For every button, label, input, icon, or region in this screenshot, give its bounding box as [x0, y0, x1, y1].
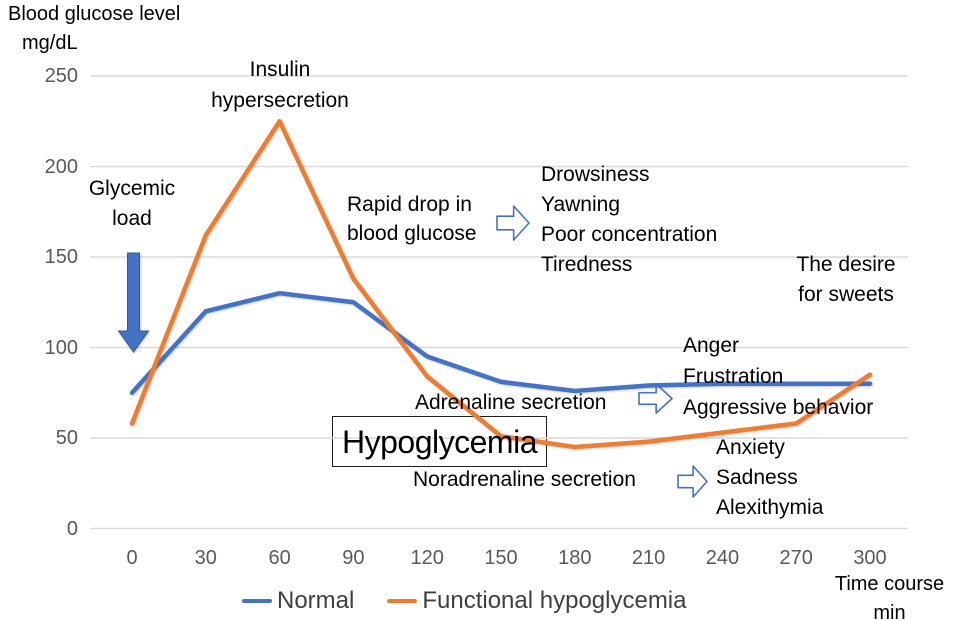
annotation-adrenaline-secretion: Adrenaline secretion — [415, 391, 607, 414]
y-axis-title-line2: mg/dL — [22, 32, 78, 54]
y-tick-label: 200 — [44, 155, 78, 178]
annotation-line: Glycemic — [88, 177, 176, 200]
x-tick-label: 0 — [126, 547, 138, 569]
rapid-drop-right-arrow-icon — [496, 205, 530, 241]
legend-item-normal: Normal — [242, 587, 354, 615]
annotation-noradrenaline-secretion: Noradrenaline secretion — [413, 468, 636, 491]
y-axis-title: Blood glucose level mg/dL — [8, 0, 180, 58]
noradrenaline-right-arrow-icon — [677, 465, 708, 498]
annotation-insulin-hypersecretion: Insulin hypersecretion — [180, 54, 380, 116]
x-tick-label: 30 — [194, 547, 217, 569]
legend: Normal Functional hypoglycemia — [242, 587, 686, 615]
series-lines — [129, 119, 873, 450]
annotation-rapid-drop: Rapid drop in blood glucose — [347, 190, 477, 248]
functional-hypoglycemia-line-swatch-icon — [387, 598, 418, 604]
annotation-line: Poor concentration — [541, 223, 718, 246]
x-tick-label: 180 — [558, 547, 592, 569]
legend-label-functional-hypoglycemia: Functional hypoglycemia — [422, 587, 687, 614]
annotation-line: Anger — [683, 334, 740, 357]
annotation-desire-for-sweets: The desire for sweets — [786, 250, 906, 310]
annotation-anxiety-symptoms: Anxiety Sadness Alexithymia — [716, 433, 823, 523]
annotation-line: Anxiety — [716, 436, 785, 459]
annotation-drowsiness-symptoms: Drowsiness Yawning Poor concentration Ti… — [541, 160, 717, 280]
annotation-line: hypersecretion — [211, 89, 349, 112]
x-axis-title-line1: Time course — [834, 573, 945, 595]
annotation-line: The desire — [796, 253, 896, 276]
annotation-line: Yawning — [541, 193, 620, 216]
x-tick-label: 90 — [342, 547, 365, 569]
annotation-line: Aggressive behavior — [683, 396, 874, 419]
x-axis-title: Time course min — [822, 570, 957, 621]
glycemic-load-down-arrow-icon — [117, 252, 150, 353]
annotation-glycemic-load: Glycemic load — [62, 174, 202, 234]
annotation-line: Alexithymia — [716, 496, 824, 519]
x-tick-label: 300 — [853, 547, 887, 569]
legend-item-functional-hypoglycemia: Functional hypoglycemia — [387, 587, 686, 615]
annotation-anger-symptoms: Anger Frustration Aggressive behavior — [683, 330, 873, 423]
y-axis-title-line1: Blood glucose level — [8, 3, 181, 25]
y-tick-label: 0 — [66, 517, 78, 540]
x-tick-label: 60 — [268, 547, 291, 569]
x-tick-label: 120 — [410, 547, 444, 569]
annotation-line: Sadness — [716, 466, 798, 489]
annotation-line: for sweets — [798, 283, 894, 306]
series-line-functional-hypoglycemia — [129, 119, 873, 450]
y-tick-label: 100 — [44, 336, 78, 359]
hypoglycemia-label: Hypoglycemia — [342, 423, 537, 460]
series-line-normal — [129, 290, 873, 395]
annotation-line: load — [112, 207, 152, 230]
x-tick-label: 210 — [631, 547, 666, 569]
y-tick-label: 150 — [44, 246, 78, 268]
annotation-line: Tiredness — [541, 253, 633, 276]
x-tick-label: 240 — [705, 547, 740, 569]
annotation-line: Drowsiness — [541, 163, 650, 186]
y-tick-label: 50 — [55, 427, 78, 449]
annotation-line: Frustration — [683, 365, 784, 388]
annotation-line: Rapid drop in — [347, 193, 472, 216]
gridlines — [90, 75, 908, 530]
x-axis-title-line2: min — [873, 602, 906, 621]
x-tick-label: 270 — [779, 547, 813, 569]
x-tick-label: 150 — [484, 547, 518, 569]
adrenaline-right-arrow-icon — [638, 383, 673, 414]
legend-label-normal: Normal — [277, 587, 355, 614]
y-tick-label: 250 — [44, 65, 78, 87]
annotation-line: Insulin — [249, 58, 311, 81]
annotation-line: blood glucose — [347, 222, 477, 245]
normal-line-swatch-icon — [242, 598, 272, 604]
